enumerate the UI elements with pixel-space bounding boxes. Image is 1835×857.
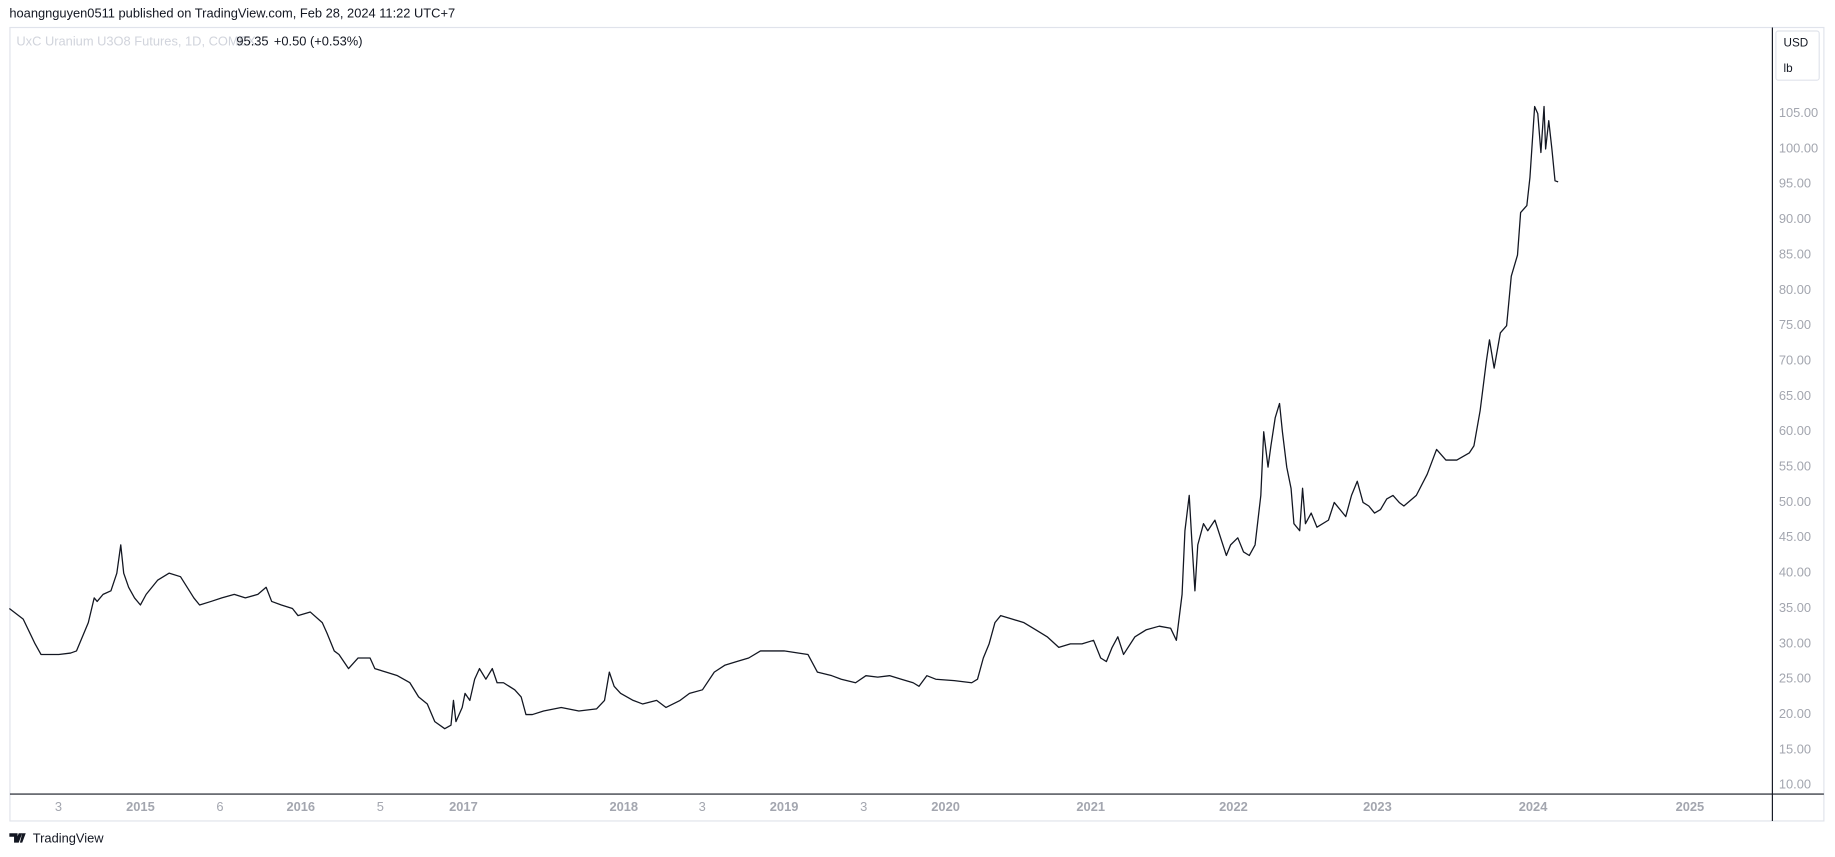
x-tick-label: 5 <box>377 799 384 814</box>
y-tick-label: 60.00 <box>1779 423 1811 438</box>
x-tick-label: 2021 <box>1076 799 1105 814</box>
legend-symbol: UxC Uranium U3O8 Futures, 1D, COMEX <box>16 34 256 49</box>
y-tick-label: 15.00 <box>1779 741 1811 756</box>
x-tick-label: 2023 <box>1363 799 1392 814</box>
y-tick-label: 35.00 <box>1779 600 1811 615</box>
y-tick-label: 75.00 <box>1779 317 1811 332</box>
y-tick-label: 100.00 <box>1779 140 1818 155</box>
y-tick-label: 40.00 <box>1779 565 1811 580</box>
x-tick-label: 3 <box>55 799 62 814</box>
x-tick-label: 3 <box>860 799 867 814</box>
y-tick-label: 85.00 <box>1779 246 1811 261</box>
x-tick-label: 2019 <box>770 799 799 814</box>
x-tick-label: 2016 <box>286 799 315 814</box>
x-tick-label: 2018 <box>609 799 638 814</box>
x-tick-label: 3 <box>699 799 706 814</box>
chart-frame <box>9 26 1825 822</box>
y-tick-label: 20.00 <box>1779 706 1811 721</box>
brand: TradingView <box>33 830 104 845</box>
y-tick-label: 25.00 <box>1779 671 1811 686</box>
y-tick-label: 55.00 <box>1779 459 1811 474</box>
x-tick-label: 6 <box>216 799 223 814</box>
currency: USD <box>1784 36 1809 49</box>
y-tick-label: 90.00 <box>1779 211 1811 226</box>
brand-logo <box>9 833 26 843</box>
x-tick-label: 2022 <box>1219 799 1248 814</box>
y-tick-label: 10.00 <box>1779 777 1811 792</box>
y-tick-label: 95.00 <box>1779 176 1811 191</box>
legend-change: +0.50 (+0.53%) <box>274 34 363 49</box>
y-tick-label: 65.00 <box>1779 388 1811 403</box>
y-tick-label: 45.00 <box>1779 529 1811 544</box>
y-tick-label: 70.00 <box>1779 352 1811 367</box>
x-tick-label: 2025 <box>1676 799 1705 814</box>
y-tick-label: 50.00 <box>1779 494 1811 509</box>
x-tick-label: 2020 <box>931 799 960 814</box>
unit: lb <box>1784 62 1794 75</box>
byline: hoangnguyen0511 published on TradingView… <box>9 5 455 20</box>
y-tick-label: 105.00 <box>1779 105 1818 120</box>
legend-last: 95.35 <box>236 34 268 49</box>
x-tick-label: 2024 <box>1519 799 1548 814</box>
y-tick-label: 80.00 <box>1779 282 1811 297</box>
y-tick-label: 30.00 <box>1779 635 1811 650</box>
price-line <box>8 105 1559 730</box>
x-tick-label: 2017 <box>449 799 478 814</box>
currency-box[interactable] <box>1775 30 1820 81</box>
x-tick-label: 2015 <box>126 799 155 814</box>
